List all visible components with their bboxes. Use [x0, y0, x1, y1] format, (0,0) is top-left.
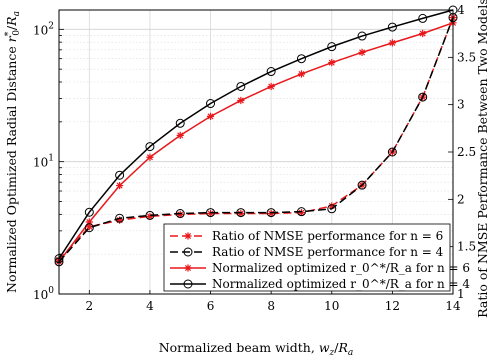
data-point: [206, 99, 216, 109]
y-left-tick-label: 100: [33, 286, 54, 302]
y-right-tick-label: 2.5: [457, 145, 476, 159]
x-tick-label: 12: [385, 299, 400, 313]
x-tick-label: 10: [324, 299, 339, 313]
legend-swatch-marker: [183, 247, 193, 257]
data-point: [85, 218, 93, 226]
legend-item: Normalized optimized r_0^*/R_a for n = 4: [170, 277, 470, 291]
y-right-tick-label: 1.5: [457, 240, 476, 254]
data-point: [297, 208, 306, 217]
data-point: [296, 207, 306, 217]
data-point: [387, 147, 397, 157]
y-right-tick-label: 3.5: [457, 50, 476, 64]
data-point: [116, 216, 124, 224]
x-tick-label: 4: [146, 299, 154, 313]
data-point: [176, 131, 184, 139]
data-point: [206, 209, 215, 218]
data-point: [328, 202, 336, 210]
x-tick-label: 8: [267, 299, 275, 313]
y-axis-right-label: Ratio of NMSE Performance Between Two Mo…: [475, 0, 490, 318]
data-point: [418, 92, 428, 102]
legend-label: Ratio of NMSE performance for n = 4: [212, 245, 444, 259]
data-point: [387, 22, 397, 32]
y-right-tick-label: 1: [457, 287, 465, 301]
data-point: [115, 213, 125, 223]
x-tick-label: 14: [445, 299, 461, 313]
legend-box: [163, 223, 451, 292]
data-point: [296, 54, 306, 64]
x-tick-label: 6: [207, 299, 215, 313]
y-left-tick-label: 101: [33, 154, 54, 170]
data-point: [145, 142, 155, 152]
data-point: [267, 209, 275, 218]
data-point: [419, 29, 427, 38]
legend-item: Ratio of NMSE performance for n = 4: [170, 245, 444, 259]
series-3: [55, 19, 457, 266]
legend-swatch-marker: [183, 279, 193, 289]
legend: Ratio of NMSE performance for n = 6 Ratio…: [163, 223, 470, 292]
series-line: [58, 17, 454, 263]
data-point: [206, 112, 215, 120]
y-left-tick-label: 102: [33, 21, 54, 37]
data-point: [85, 223, 93, 231]
data-point: [84, 207, 94, 217]
data-point: [267, 82, 275, 91]
data-point: [266, 67, 276, 77]
data-point: [236, 81, 246, 91]
legend-item: Ratio of NMSE performance for n = 6: [170, 229, 443, 243]
y-right-tick-label: 3: [457, 98, 465, 112]
x-axis-label: Normalized beam width, wz/Ra: [159, 340, 354, 358]
legend-label: Normalized optimized r_0^*/R_a for n = 4: [212, 277, 470, 291]
data-point: [418, 13, 428, 23]
data-point: [236, 208, 246, 218]
series-line: [58, 17, 454, 261]
data-point: [176, 210, 184, 219]
data-point: [328, 59, 336, 67]
data-point: [357, 31, 367, 41]
data-point: [84, 223, 94, 233]
data-point: [266, 208, 276, 218]
series-line: [58, 9, 454, 260]
data-point: [237, 209, 245, 218]
series-line: [58, 22, 454, 263]
data-point: [116, 181, 124, 190]
data-point: [327, 204, 337, 214]
data-point: [388, 39, 396, 47]
legend-swatch-marker: [184, 232, 192, 240]
legend-swatch-marker: [184, 264, 192, 272]
data-point: [327, 42, 337, 52]
data-point: [175, 118, 185, 128]
data-point: [237, 96, 245, 105]
data-point: [145, 210, 155, 220]
y-right-tick-label: 2: [457, 192, 465, 206]
axes-ticks: 2 4 6 8 10 12 14 100 101 102 1 1.5 2 2.5 3 3.5 4: [33, 3, 476, 313]
legend-label: Ratio of NMSE performance for n = 6: [212, 229, 443, 243]
data-point: [146, 153, 154, 161]
data-point: [175, 209, 185, 219]
data-point: [297, 70, 306, 78]
legend-item: Normalized optimized r_0^*/R_a for n = 6: [170, 261, 470, 275]
grid: [59, 10, 454, 295]
y-axis-left-label: Normalized Optimized Radial Distance r*0…: [4, 11, 22, 293]
legend-label: Normalized optimized r_0^*/R_a for n = 6: [212, 261, 470, 275]
plot-series: [54, 5, 458, 267]
data-point: [115, 170, 125, 180]
x-tick-label: 2: [85, 299, 93, 313]
data-point: [206, 208, 216, 218]
data-point: [146, 212, 154, 220]
y-right-tick-label: 4: [457, 3, 465, 17]
data-point: [357, 180, 367, 190]
data-point: [358, 48, 366, 56]
